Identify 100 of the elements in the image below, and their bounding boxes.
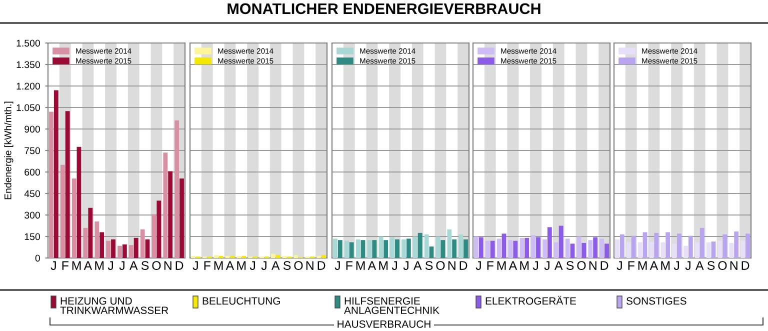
- bar: [436, 236, 440, 258]
- bar: [642, 232, 648, 258]
- bar: [356, 239, 360, 258]
- x-tick-label: S: [425, 261, 433, 270]
- x-tick-label: O: [152, 261, 161, 270]
- bar: [600, 238, 604, 258]
- bar: [367, 240, 372, 258]
- bar: [122, 244, 127, 258]
- bar: [88, 208, 93, 258]
- x-tick-label: J: [250, 261, 255, 270]
- bar: [729, 242, 734, 258]
- x-tick-label: J: [616, 261, 622, 270]
- x-tick-label: S: [707, 261, 715, 270]
- bar: [333, 238, 338, 258]
- x-tick-label: N: [306, 261, 314, 270]
- y-tick-label: 1.200: [16, 82, 40, 90]
- y-tick-label: 900: [24, 126, 40, 133]
- x-tick-label: N: [448, 261, 456, 270]
- bar: [485, 240, 490, 258]
- bar: [734, 231, 739, 258]
- bar: [76, 146, 82, 258]
- bar: [474, 236, 478, 258]
- bar: [654, 232, 659, 258]
- x-tick-label: F: [62, 261, 68, 270]
- y-tick-label: 1.350: [16, 61, 40, 68]
- x-tick-label: O: [577, 261, 586, 270]
- x-tick-label: A: [695, 261, 704, 270]
- y-tick-label: 1.500: [16, 40, 40, 47]
- x-tick-label: M: [379, 261, 388, 270]
- bar: [156, 200, 162, 258]
- bar: [412, 236, 418, 258]
- bar: [604, 244, 609, 258]
- x-tick-label: D: [742, 261, 750, 270]
- x-tick-label: M: [95, 261, 104, 270]
- bar: [152, 214, 156, 258]
- bar: [677, 234, 682, 258]
- bar: [740, 240, 746, 258]
- x-tick-label: A: [413, 261, 422, 270]
- x-tick-label: A: [554, 261, 563, 270]
- x-tick-label: J: [476, 261, 481, 270]
- y-tick-label: 1.050: [16, 104, 40, 112]
- bar: [174, 120, 180, 258]
- bar: [338, 240, 342, 258]
- x-tick-label: M: [72, 261, 81, 270]
- x-tick-label: J: [685, 261, 690, 270]
- x-tick-label: M: [214, 261, 223, 270]
- bar: [395, 239, 400, 258]
- bar: [163, 152, 168, 258]
- bar: [576, 236, 582, 258]
- bar: [502, 234, 506, 258]
- bar: [660, 242, 666, 258]
- bar: [349, 242, 354, 258]
- x-tick-label: J: [119, 261, 124, 270]
- y-tick-label: 150: [24, 233, 40, 240]
- x-tick-label: J: [334, 261, 340, 270]
- bar: [478, 237, 484, 258]
- x-tick-label: N: [589, 261, 596, 270]
- bar: [700, 228, 704, 258]
- bar: [508, 240, 513, 258]
- bar: [746, 234, 750, 258]
- bar: [100, 232, 104, 258]
- bar: [496, 238, 502, 258]
- x-tick-label: F: [628, 261, 634, 270]
- bar: [360, 240, 366, 258]
- bar: [458, 234, 464, 258]
- x-tick-label: O: [294, 261, 303, 270]
- x-tick-label: A: [84, 261, 92, 270]
- x-axis-title: HILFSENERGIE ANLAGENTECHNIK: [344, 297, 440, 314]
- bar: [524, 238, 530, 258]
- x-tick-label: A: [271, 261, 280, 270]
- bar: [65, 111, 70, 258]
- bar: [706, 242, 711, 258]
- y-tick-label: 600: [24, 168, 40, 176]
- bar: [118, 246, 122, 258]
- bar: [588, 240, 593, 258]
- bar: [672, 244, 677, 258]
- x-tick-label: A: [650, 261, 658, 270]
- bar: [424, 234, 429, 258]
- bar: [372, 240, 377, 258]
- text: HAUSVERBRAUCH: [338, 320, 430, 328]
- bar: [429, 246, 434, 258]
- bar: [536, 237, 540, 258]
- bar: [582, 242, 586, 258]
- x-tick-label: M: [356, 261, 365, 270]
- y-tick-label: 0: [35, 254, 40, 262]
- x-tick-label: F: [487, 261, 494, 270]
- x-tick-label: J: [50, 261, 56, 270]
- bar: [684, 246, 688, 258]
- bar: [72, 178, 76, 258]
- x-tick-label: D: [176, 261, 184, 270]
- x-tick-label: J: [674, 261, 679, 270]
- bar: [558, 226, 564, 258]
- bar: [554, 242, 558, 258]
- x-tick-label: S: [283, 261, 291, 270]
- x-tick-label: M: [237, 261, 246, 270]
- x-tick-label: J: [261, 261, 266, 270]
- bar: [140, 229, 145, 258]
- bar: [626, 242, 631, 258]
- bar: [593, 237, 598, 258]
- bar: [520, 238, 524, 258]
